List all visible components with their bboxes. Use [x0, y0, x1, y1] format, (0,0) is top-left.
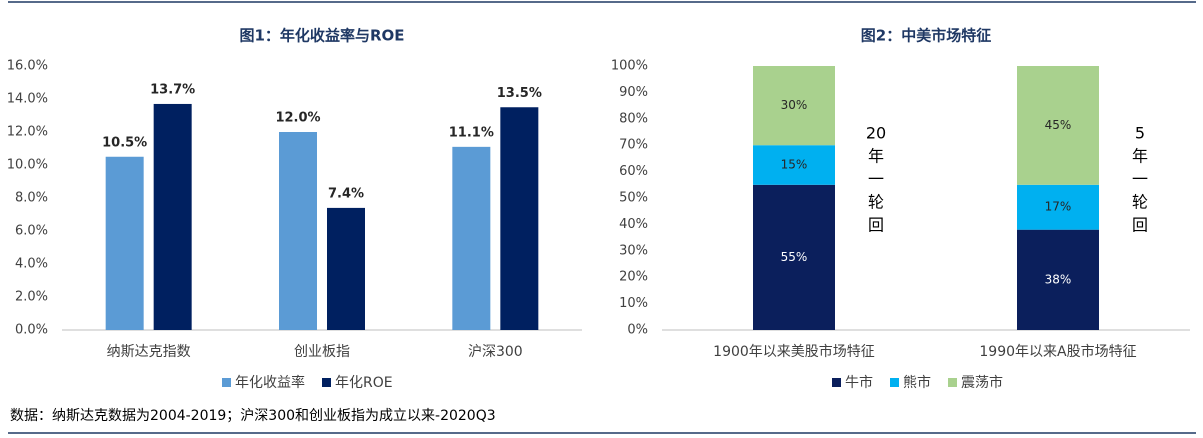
y-tick-label: 2.0% [15, 290, 48, 305]
bar-segment [753, 145, 835, 185]
value-label: 13.7% [150, 82, 195, 97]
y-tick-label: 0% [627, 323, 648, 338]
value-label: 11.1% [449, 125, 494, 140]
y-tick-label: 100% [611, 59, 648, 74]
y-tick-label: 60% [619, 164, 648, 179]
y-tick-label: 8.0% [15, 191, 48, 206]
annotation: 年 [1132, 147, 1148, 166]
annotation: 年 [868, 147, 884, 166]
legend-swatch [890, 378, 899, 387]
legend-label: 年化收益率 [235, 374, 305, 391]
legend-label: 牛市 [845, 374, 873, 391]
y-tick-label: 10.0% [7, 158, 48, 173]
y-tick-label: 20% [619, 270, 648, 285]
legend-swatch [948, 378, 957, 387]
legend-label: 熊市 [903, 374, 931, 391]
value-label: 55% [781, 250, 808, 264]
bar-segment [1017, 229, 1099, 330]
bar [105, 156, 144, 330]
source-note: 数据：纳斯达克数据为2004-2019；沪深300和创业板指为成立以来-2020… [10, 408, 496, 424]
chart-title: 图1：年化收益率与ROE [240, 27, 405, 45]
y-tick-label: 6.0% [15, 224, 48, 239]
x-tick-label: 纳斯达克指数 [107, 344, 191, 360]
bar-segment [1017, 184, 1099, 230]
bar [153, 103, 192, 330]
annotation: 回 [868, 216, 884, 235]
value-label: 30% [781, 98, 808, 112]
annotation: 轮 [868, 193, 884, 212]
value-label: 15% [781, 158, 808, 172]
bar-segment [753, 184, 835, 330]
annotation: 回 [1132, 216, 1148, 235]
value-label: 10.5% [102, 135, 147, 150]
bar-segment [1017, 66, 1099, 185]
bar [452, 146, 491, 330]
bar-segment [753, 66, 835, 146]
bar [327, 207, 365, 330]
bar [500, 107, 539, 330]
y-tick-label: 40% [619, 217, 648, 232]
y-tick-label: 12.0% [7, 125, 48, 140]
legend-swatch [222, 378, 231, 387]
value-label: 7.4% [328, 186, 364, 201]
y-tick-label: 80% [619, 111, 648, 126]
y-tick-label: 50% [619, 191, 648, 206]
annotation: 20 [866, 124, 886, 143]
annotation: 一 [1132, 170, 1148, 189]
y-tick-label: 14.0% [7, 92, 48, 107]
x-tick-label: 1900年以来美股市场特征 [713, 343, 875, 360]
y-tick-label: 10% [619, 296, 648, 311]
annotation: 5 [1135, 124, 1145, 143]
legend-swatch [832, 378, 841, 387]
y-tick-label: 90% [619, 85, 648, 100]
annotation: 轮 [1132, 193, 1148, 212]
y-tick-label: 30% [619, 243, 648, 258]
y-tick-label: 16.0% [7, 59, 48, 74]
x-tick-label: 沪深300 [468, 344, 523, 360]
value-label: 17% [1045, 200, 1072, 214]
legend-label: 年化ROE [335, 375, 393, 391]
y-tick-label: 4.0% [15, 257, 48, 272]
y-tick-label: 0.0% [15, 323, 48, 338]
chart-title: 图2：中美市场特征 [861, 27, 991, 45]
value-label: 12.0% [275, 111, 320, 126]
value-label: 38% [1045, 272, 1072, 286]
legend-swatch [322, 378, 331, 387]
legend-label: 震荡市 [961, 374, 1003, 391]
y-tick-label: 70% [619, 138, 648, 153]
x-tick-label: 1990年以来A股市场特征 [979, 343, 1136, 360]
annotation: 一 [868, 170, 884, 189]
value-label: 45% [1045, 118, 1072, 132]
value-label: 13.5% [497, 86, 542, 101]
bar [279, 132, 317, 330]
x-tick-label: 创业板指 [294, 344, 350, 360]
